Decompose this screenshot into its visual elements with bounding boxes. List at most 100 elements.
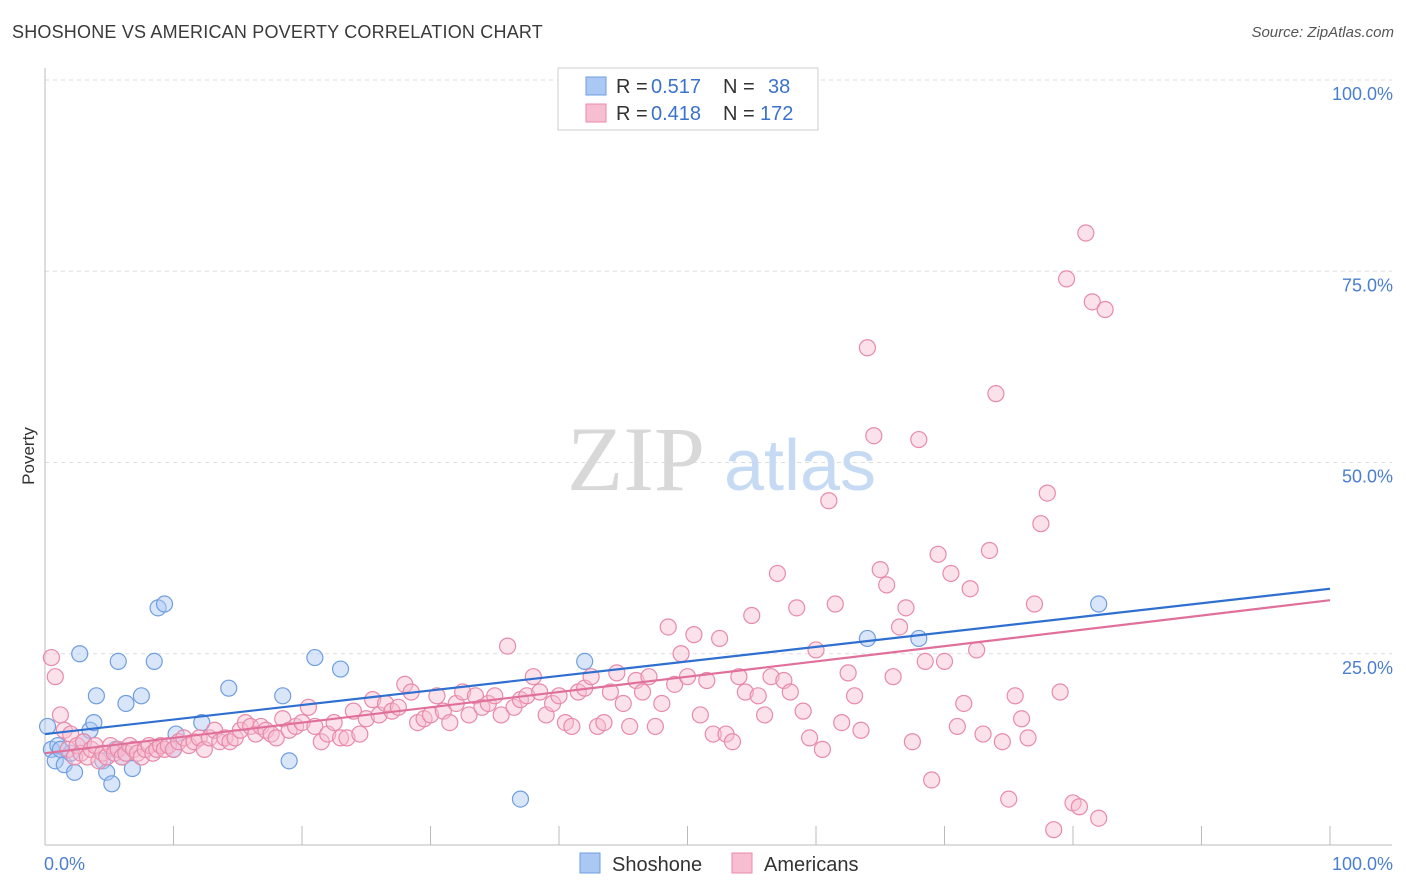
- y-tick-label: 100.0%: [1332, 84, 1393, 104]
- legend-item-shoshone: Shoshone: [612, 854, 702, 876]
- americans-point: [865, 427, 883, 445]
- y-tick-label: 25.0%: [1342, 658, 1393, 678]
- correlation-legend: R = 0.517 N = 38 R = 0.418 N = 172: [557, 67, 819, 131]
- americans-point: [659, 618, 677, 636]
- americans-point: [768, 564, 787, 583]
- americans-point: [389, 698, 407, 716]
- americans-point: [1006, 687, 1024, 705]
- americans-point: [1070, 798, 1089, 816]
- americans-point: [813, 740, 832, 758]
- americans-point: [871, 560, 889, 579]
- americans-point: [961, 580, 979, 598]
- americans-point: [492, 706, 510, 724]
- legend-item-americans-swatch: [731, 852, 753, 874]
- americans-point: [878, 576, 896, 594]
- americans-point: [826, 595, 844, 613]
- americans-point: [646, 717, 664, 736]
- americans-point: [800, 729, 819, 747]
- shoshone-point: [109, 652, 127, 671]
- shoshone-point: [306, 648, 324, 667]
- shoshone-point: [87, 687, 106, 705]
- americans-point: [1000, 790, 1018, 808]
- americans-point: [730, 668, 748, 686]
- axes: [44, 68, 1392, 846]
- y-tick-labels: 25.0% 50.0% 75.0% 100.0%: [1332, 84, 1393, 678]
- shoshone-point: [65, 763, 84, 781]
- americans-point: [698, 671, 716, 690]
- americans-point: [1096, 300, 1114, 319]
- americans-point: [884, 668, 902, 686]
- americans-point: [1045, 821, 1063, 839]
- trend-lines: [44, 587, 1331, 755]
- americans-point: [325, 713, 343, 732]
- americans-point: [1090, 809, 1108, 827]
- americans-point: [614, 694, 632, 713]
- americans-point: [621, 717, 639, 736]
- americans-point: [1051, 683, 1069, 701]
- americans-point: [42, 648, 61, 667]
- americans-point: [51, 706, 70, 724]
- americans-point: [858, 339, 877, 357]
- legend-swatch-shoshone: [585, 76, 607, 96]
- series-legend: Shoshone Americans: [579, 852, 858, 876]
- americans-point: [845, 687, 864, 705]
- x-tick-labels: 0.0% 100.0%: [44, 854, 1393, 874]
- americans-point: [788, 599, 806, 617]
- shoshone-point: [71, 645, 89, 663]
- americans-point: [666, 675, 684, 693]
- x-tick-label: 100.0%: [1332, 854, 1393, 874]
- americans-point: [338, 729, 356, 747]
- americans-point: [852, 721, 870, 739]
- data-points: [38, 224, 1114, 839]
- americans-point: [980, 541, 999, 560]
- americans-point: [890, 618, 909, 636]
- americans-point: [749, 687, 767, 705]
- shoshone-point: [145, 652, 163, 671]
- americans-point: [820, 492, 838, 510]
- americans-point: [267, 729, 285, 747]
- legend-swatch-americans: [585, 103, 607, 123]
- americans-point: [46, 668, 64, 686]
- shoshone-point: [38, 717, 57, 736]
- shoshone-point: [274, 687, 292, 705]
- shoshone-point: [280, 752, 298, 770]
- source-label: Source: ZipAtlas.com: [1251, 24, 1394, 41]
- americans-point: [351, 725, 369, 743]
- americans-point: [531, 683, 549, 701]
- americans-point: [948, 717, 966, 736]
- americans-point: [601, 683, 620, 701]
- americans-point: [1032, 515, 1050, 533]
- americans-point: [704, 725, 722, 743]
- legend-n-value-2: 172: [760, 103, 793, 125]
- shoshone-point: [511, 790, 530, 808]
- shoshone-point: [910, 629, 928, 648]
- grid-lines: [45, 79, 1392, 655]
- americans-point: [743, 606, 761, 625]
- americans-point: [550, 687, 568, 705]
- americans-point: [653, 694, 671, 713]
- americans-point: [781, 683, 799, 701]
- americans-point: [460, 706, 478, 724]
- americans-point: [910, 430, 928, 449]
- shoshone-point: [1090, 595, 1108, 613]
- americans-point: [563, 717, 581, 736]
- americans-point: [833, 713, 851, 732]
- americans-point: [685, 626, 703, 644]
- americans-point: [1025, 595, 1044, 613]
- shoshone-point: [103, 775, 121, 793]
- shoshone-point: [123, 759, 141, 778]
- americans-point: [633, 683, 652, 701]
- americans-point: [331, 729, 350, 747]
- y-axis-label: Poverty: [19, 427, 38, 485]
- americans-point: [672, 645, 690, 663]
- americans-point: [794, 702, 812, 720]
- americans-point: [595, 713, 613, 732]
- americans-point: [916, 652, 934, 671]
- legend-item-shoshone-swatch: [579, 852, 601, 874]
- americans-point: [711, 629, 729, 648]
- legend-r-label-1: R =: [616, 76, 648, 98]
- legend-n-label-1: N =: [723, 76, 755, 98]
- shoshone-point: [220, 679, 238, 697]
- legend-item-americans: Americans: [764, 854, 858, 876]
